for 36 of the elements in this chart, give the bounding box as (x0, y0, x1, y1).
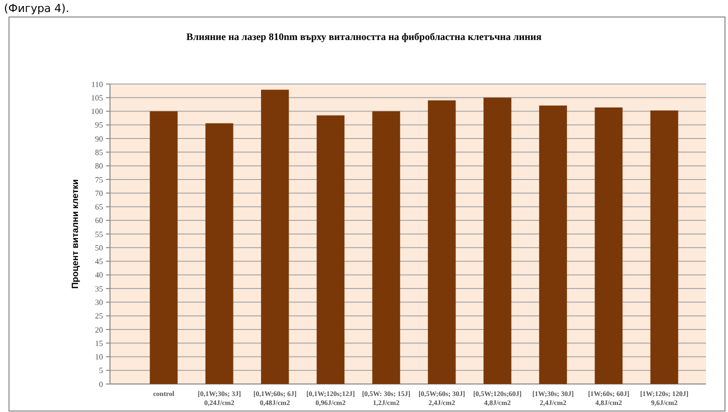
bar (484, 98, 512, 384)
y-tick-label: 10 (95, 352, 103, 362)
bar (261, 90, 289, 384)
y-tick-label: 25 (95, 312, 103, 321)
y-tick-label: 30 (95, 298, 103, 307)
y-tick-label: 55 (95, 230, 103, 239)
bar (150, 111, 178, 384)
bar (372, 111, 400, 384)
y-tick-label: 95 (95, 120, 103, 130)
bar (205, 123, 234, 384)
y-tick-label: 90 (95, 134, 103, 144)
bar (650, 110, 678, 384)
y-tick-label: 60 (95, 216, 103, 226)
y-tick-label: 100 (91, 107, 103, 116)
bar (316, 115, 344, 384)
y-tick-label: 40 (95, 270, 103, 280)
y-tick-label: 20 (95, 325, 103, 334)
bar (539, 106, 567, 384)
bar (428, 100, 456, 384)
chart-title: Влияние на лазер 810nm върху виталността на фибробластна клетъчна линия (186, 32, 542, 43)
y-tick-label: 15 (95, 338, 103, 348)
y-tick-label: 105 (91, 93, 103, 102)
y-tick-label: 5 (99, 366, 103, 376)
y-tick-label: 80 (95, 162, 103, 171)
y-tick-label: 110 (91, 80, 103, 89)
text: (Фигура 4). (4, 2, 70, 15)
y-tick-label: 85 (95, 148, 103, 157)
y-tick-label: 45 (95, 257, 103, 266)
y-tick-label: 75 (95, 175, 103, 184)
y-tick-label: 0 (99, 380, 103, 389)
y-tick-label: 70 (95, 188, 103, 198)
y-tick-label: 35 (95, 284, 103, 294)
y-tick-label: 50 (95, 243, 103, 252)
y-tick-label: 65 (95, 202, 103, 212)
bar (594, 107, 623, 384)
y-axis-title: Процент витални клетки (70, 179, 80, 289)
